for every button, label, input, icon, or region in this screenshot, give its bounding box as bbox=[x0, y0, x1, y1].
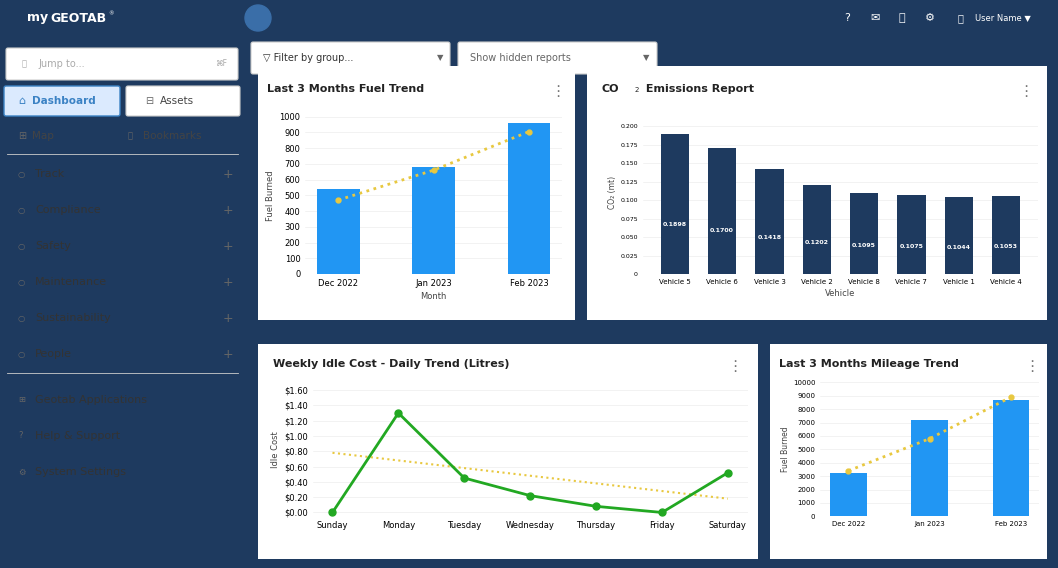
Text: ⌂: ⌂ bbox=[18, 96, 25, 106]
Text: ⋮: ⋮ bbox=[728, 358, 743, 374]
Text: Dashboard: Dashboard bbox=[32, 96, 96, 106]
Y-axis label: Fuel Burned: Fuel Burned bbox=[781, 427, 790, 472]
Text: 0.1095: 0.1095 bbox=[852, 243, 876, 248]
Bar bbox=[708, 148, 736, 274]
Text: ⊟: ⊟ bbox=[145, 96, 153, 106]
Text: ○: ○ bbox=[18, 241, 25, 250]
Bar bbox=[755, 169, 784, 274]
Text: Bookmarks: Bookmarks bbox=[143, 131, 201, 141]
Text: ○: ○ bbox=[18, 206, 25, 215]
Bar bbox=[911, 420, 948, 516]
Text: ?: ? bbox=[844, 13, 850, 23]
Bar bbox=[413, 167, 455, 274]
Text: 0.1053: 0.1053 bbox=[995, 244, 1018, 249]
Bar bbox=[0, 0, 245, 35]
Bar bbox=[660, 134, 689, 274]
Text: ○: ○ bbox=[18, 314, 25, 323]
Bar bbox=[992, 400, 1029, 516]
Text: Last 3 Months Mileage Trend: Last 3 Months Mileage Trend bbox=[779, 358, 959, 369]
Text: ⊞: ⊞ bbox=[18, 131, 26, 141]
Circle shape bbox=[245, 5, 271, 31]
Text: Weekly Idle Cost - Daily Trend (Litres): Weekly Idle Cost - Daily Trend (Litres) bbox=[273, 358, 509, 369]
Text: Help & Support: Help & Support bbox=[35, 431, 121, 441]
Text: +: + bbox=[222, 168, 234, 181]
FancyBboxPatch shape bbox=[126, 86, 240, 116]
X-axis label: Month: Month bbox=[420, 292, 446, 301]
Bar bbox=[317, 189, 360, 274]
Text: ⊞: ⊞ bbox=[18, 395, 25, 404]
Text: System Settings: System Settings bbox=[35, 467, 126, 477]
Text: +: + bbox=[222, 275, 234, 289]
FancyBboxPatch shape bbox=[585, 65, 1050, 321]
Text: Maintenance: Maintenance bbox=[35, 277, 107, 287]
Bar bbox=[850, 193, 878, 274]
Text: CO: CO bbox=[601, 83, 619, 94]
Text: Map: Map bbox=[32, 131, 54, 141]
Text: ⋮: ⋮ bbox=[550, 83, 565, 99]
Text: 🔔: 🔔 bbox=[898, 13, 906, 23]
Text: 👤: 👤 bbox=[957, 13, 963, 23]
Text: ⚙: ⚙ bbox=[925, 13, 935, 23]
FancyBboxPatch shape bbox=[256, 65, 577, 321]
Text: Jump to...: Jump to... bbox=[38, 59, 85, 69]
FancyBboxPatch shape bbox=[255, 343, 761, 561]
Bar bbox=[945, 197, 973, 274]
Bar bbox=[897, 195, 926, 274]
Text: Safety: Safety bbox=[35, 241, 71, 251]
Text: ⋮: ⋮ bbox=[1024, 358, 1039, 374]
Text: ○: ○ bbox=[18, 169, 25, 178]
Bar bbox=[831, 474, 867, 516]
Y-axis label: Fuel Burned: Fuel Burned bbox=[267, 170, 275, 220]
Text: Geotab Applications: Geotab Applications bbox=[35, 395, 147, 405]
Text: Emissions Report: Emissions Report bbox=[642, 83, 753, 94]
Text: ✉: ✉ bbox=[871, 13, 879, 23]
Y-axis label: CO₂ (mt): CO₂ (mt) bbox=[608, 176, 618, 210]
Text: Sustainability: Sustainability bbox=[35, 313, 111, 323]
Bar bbox=[991, 197, 1020, 274]
Text: ⌘F: ⌘F bbox=[215, 60, 227, 69]
Text: 0.1418: 0.1418 bbox=[758, 235, 782, 240]
Text: +: + bbox=[222, 203, 234, 216]
FancyBboxPatch shape bbox=[251, 42, 450, 74]
Text: Track: Track bbox=[35, 169, 65, 179]
Text: 2: 2 bbox=[635, 87, 639, 94]
Text: ▽ Filter by group...: ▽ Filter by group... bbox=[263, 53, 353, 63]
FancyBboxPatch shape bbox=[6, 48, 238, 80]
Text: 0.1202: 0.1202 bbox=[805, 240, 828, 245]
Text: ○: ○ bbox=[18, 278, 25, 286]
Text: +: + bbox=[222, 311, 234, 324]
Text: ◀: ◀ bbox=[254, 13, 262, 23]
Text: People: People bbox=[35, 349, 72, 359]
Text: 0.1700: 0.1700 bbox=[710, 228, 734, 232]
FancyBboxPatch shape bbox=[458, 42, 657, 74]
Text: Show hidden reports: Show hidden reports bbox=[470, 53, 571, 63]
FancyBboxPatch shape bbox=[769, 343, 1048, 561]
Text: Compliance: Compliance bbox=[35, 205, 101, 215]
Text: ▼: ▼ bbox=[643, 53, 650, 62]
Text: my: my bbox=[28, 11, 49, 24]
Text: +: + bbox=[222, 240, 234, 253]
Text: ?: ? bbox=[18, 432, 22, 441]
Text: ®: ® bbox=[108, 11, 113, 16]
Text: 🔖: 🔖 bbox=[128, 132, 133, 140]
Bar bbox=[803, 185, 831, 274]
FancyBboxPatch shape bbox=[4, 86, 120, 116]
Text: +: + bbox=[222, 348, 234, 361]
Y-axis label: Idle Cost: Idle Cost bbox=[271, 431, 279, 467]
Text: 0.1898: 0.1898 bbox=[662, 223, 687, 227]
Text: ⋮: ⋮ bbox=[1019, 83, 1034, 99]
Text: 🔍: 🔍 bbox=[22, 60, 28, 69]
Text: Assets: Assets bbox=[160, 96, 194, 106]
Text: ○: ○ bbox=[18, 349, 25, 358]
X-axis label: Vehicle: Vehicle bbox=[825, 289, 856, 298]
Text: 0.1044: 0.1044 bbox=[947, 244, 971, 249]
Text: ▼: ▼ bbox=[437, 53, 443, 62]
Text: GEOTAB: GEOTAB bbox=[50, 11, 106, 24]
Text: 0.1075: 0.1075 bbox=[899, 244, 924, 249]
Bar bbox=[508, 123, 550, 274]
Text: User Name ▼: User Name ▼ bbox=[975, 14, 1030, 23]
Text: Last 3 Months Fuel Trend: Last 3 Months Fuel Trend bbox=[268, 83, 424, 94]
Text: ⚙: ⚙ bbox=[18, 467, 25, 477]
